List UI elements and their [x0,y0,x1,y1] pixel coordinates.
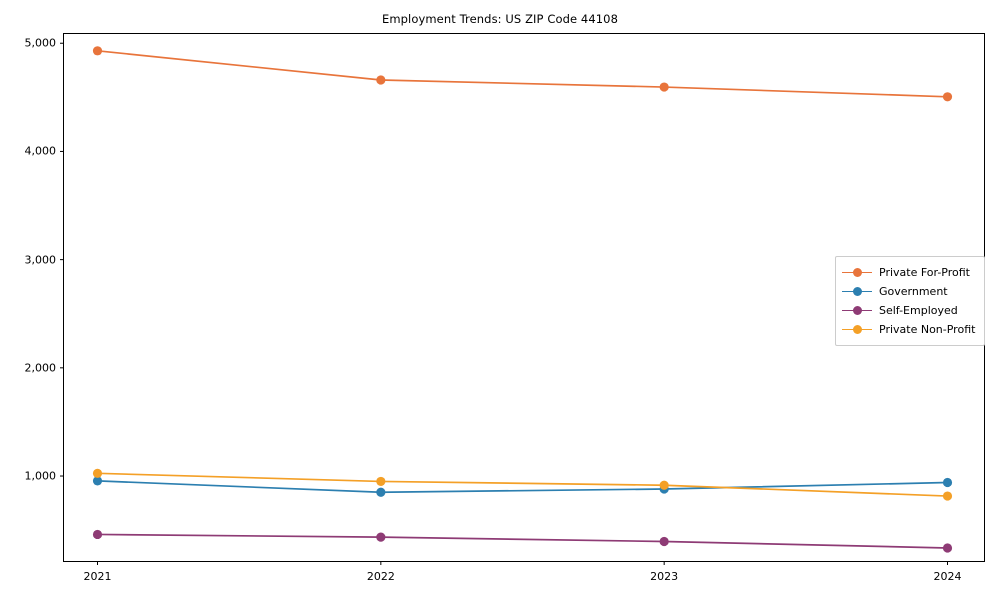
series-line [97,49,948,98]
series-line [97,533,948,549]
legend-marker-icon [842,285,872,299]
legend-item-label: Private Non-Profit [879,323,976,336]
legend-marker-icon [842,323,872,337]
series-marker [376,532,386,542]
legend-item-label: Private For-Profit [879,266,970,279]
series-marker [942,92,953,102]
y-axis-tick-label: 1,000 [24,469,57,483]
series-layer [92,46,953,553]
y-axis-tick-label: 2,000 [24,361,57,375]
legend-marker-icon [842,304,872,318]
series-marker [659,480,669,490]
y-axis-tick-label: 4,000 [24,144,57,158]
data-series [92,46,953,102]
x-axis-ticks [97,561,948,565]
y-axis-tick-label: 5,000 [24,36,57,50]
series-marker [659,536,669,547]
data-series [92,476,953,497]
x-axis-tick-label: 2021 [83,569,112,583]
series-marker [92,529,103,540]
chart-legend[interactable]: Private For-Profit Government Self-Employe… [835,256,985,346]
legend-item[interactable]: Government [842,282,978,301]
series-marker [92,46,103,56]
series-marker [942,491,953,501]
legend-item-label: Government [879,285,948,298]
y-axis-ticks [60,42,64,477]
series-marker [942,543,953,553]
x-axis-tick-label: 2023 [650,569,679,583]
series-line [97,472,948,497]
chart-title: Employment Trends: US ZIP Code 44108 [381,12,619,26]
series-marker [942,477,953,488]
legend-item[interactable]: Self-Employed [842,301,978,320]
legend-item[interactable]: Private Non-Profit [842,320,978,339]
series-marker [92,468,103,478]
data-series [92,529,953,553]
x-axis-tick-label: 2022 [366,569,395,583]
series-line [97,480,948,494]
series-marker [376,476,386,487]
series-marker [376,487,386,497]
series-marker [92,476,103,486]
legend-marker-icon [842,266,872,280]
y-axis-tick-label: 3,000 [24,253,57,267]
x-axis-tick-label: 2024 [933,569,962,583]
legend-item[interactable]: Private For-Profit [842,263,978,282]
series-marker [376,75,386,85]
legend-item-label: Self-Employed [879,304,958,317]
series-marker [659,82,669,92]
data-series [92,468,953,501]
